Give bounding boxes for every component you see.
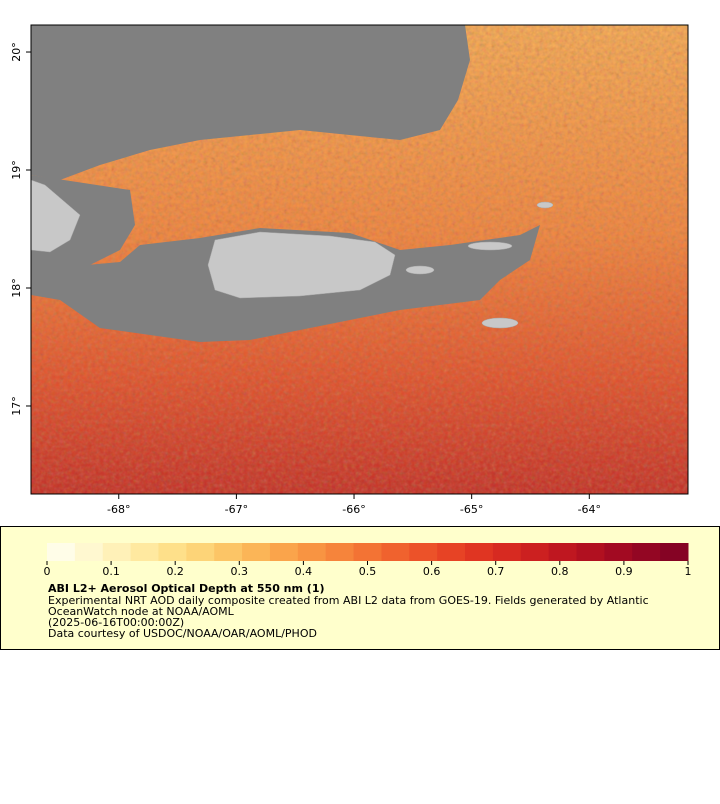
x-tick-label: -64° (578, 503, 601, 516)
colorbar-step (520, 543, 550, 561)
y-tick-label: 19° (10, 160, 23, 180)
colorbar-tick-label: 0.3 (231, 565, 249, 578)
colorbar-step (325, 543, 355, 561)
colorbar-step (47, 543, 76, 561)
y-tick-label: 20° (10, 42, 23, 62)
colorbar-step (604, 543, 633, 561)
colorbar-step (492, 543, 522, 561)
colorbar-step (214, 543, 243, 561)
colorbar-step (576, 543, 605, 561)
land (31, 179, 554, 329)
x-tick-label: -65° (460, 503, 483, 516)
legend-line: (2025-06-16T00:00:00Z) (48, 616, 184, 629)
aod-raster (31, 25, 688, 494)
colorbar-step (186, 543, 215, 561)
colorbar-tick-label: 0.7 (487, 565, 505, 578)
legend-title: ABI L2+ Aerosol Optical Depth at 550 nm … (48, 582, 325, 595)
colorbar-tick-label: 1 (685, 565, 692, 578)
legend-line: OceanWatch node at NOAA/AOML (48, 605, 235, 618)
legend-line: Data courtesy of USDOC/NOAA/OAR/AOML/PHO… (48, 627, 317, 640)
x-tick-label: -67° (225, 503, 248, 516)
x-tick-label: -66° (342, 503, 365, 516)
colorbar-step (242, 543, 271, 561)
colorbar-step (102, 543, 132, 561)
colorbar-tick-label: 0.8 (551, 565, 569, 578)
colorbar-tick-label: 0.5 (359, 565, 377, 578)
colorbar-tick-label: 0.1 (102, 565, 120, 578)
colorbar-step (437, 543, 466, 561)
colorbar-tick-label: 0.4 (295, 565, 313, 578)
y-tick-label: 18° (10, 278, 23, 298)
colorbar-step (74, 543, 104, 561)
colorbar-step (130, 543, 159, 561)
colorbar-step (158, 543, 187, 561)
colorbar-step (353, 543, 382, 561)
colorbar-step (409, 543, 438, 561)
colorbar-tick-label: 0.6 (423, 565, 441, 578)
legend-line: Experimental NRT AOD daily composite cre… (48, 594, 649, 607)
colorbar-step (297, 543, 327, 561)
map-frame (30, 24, 689, 495)
colorbar-tick-label: 0.2 (166, 565, 184, 578)
colorbar-step (632, 543, 661, 561)
colorbar-step (548, 543, 578, 561)
colorbar-step (660, 543, 689, 561)
colorbar-tick-label: 0 (44, 565, 51, 578)
colorbar-tick-label: 0.9 (615, 565, 633, 578)
colorbar-step (465, 543, 494, 561)
colorbar-step (269, 543, 299, 561)
colorbar-step (381, 543, 410, 561)
y-tick-label: 17° (10, 396, 23, 416)
x-tick-label: -68° (107, 503, 130, 516)
